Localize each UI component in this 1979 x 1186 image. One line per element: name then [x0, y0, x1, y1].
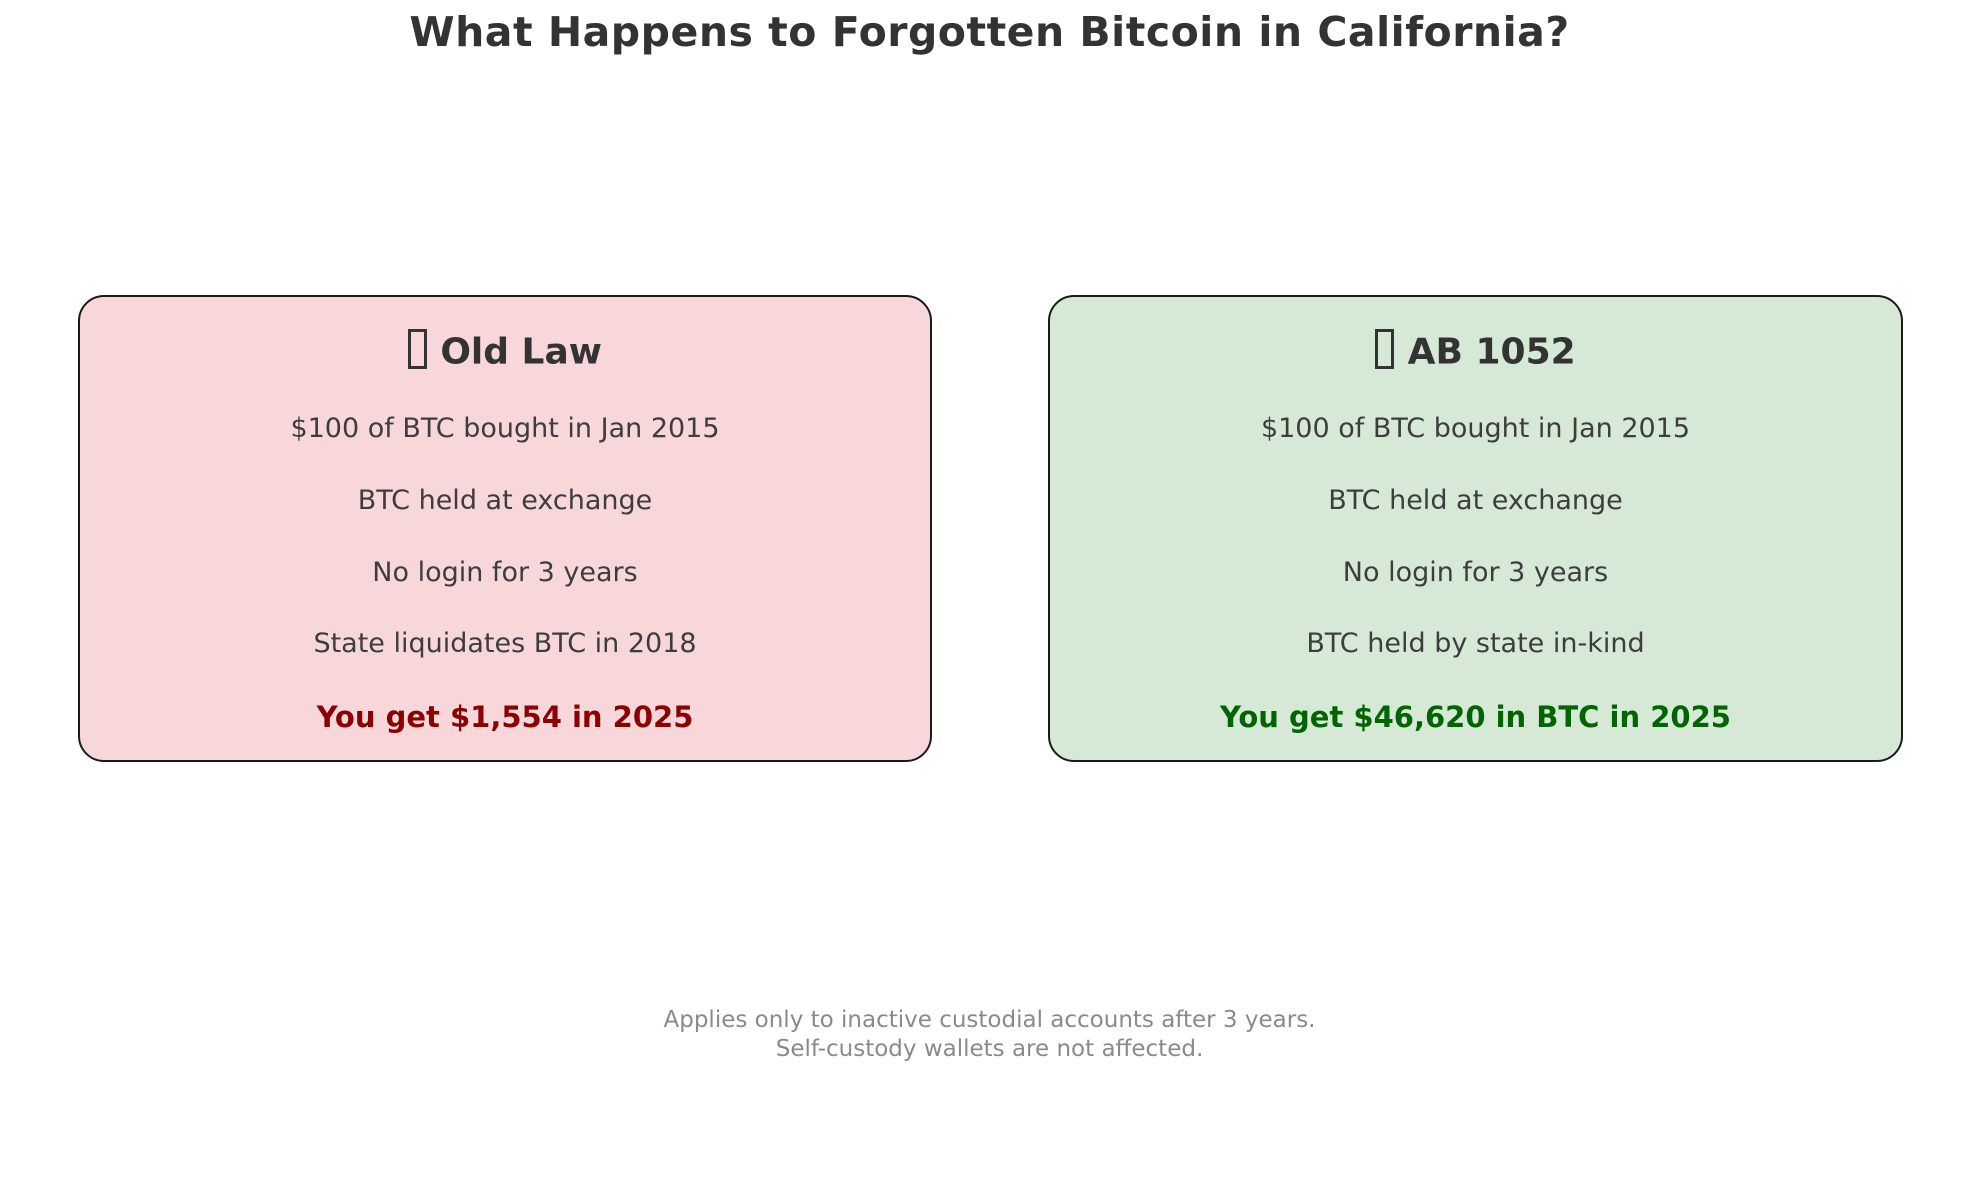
ab-1052-card-title: AB 1052 — [1407, 331, 1576, 373]
ab-1052-card-header: AB 1052 — [1375, 329, 1576, 373]
card-line: BTC held at exchange — [1328, 484, 1623, 516]
footnote-line-2: Self-custody wallets are not affected. — [775, 1036, 1204, 1062]
missing-glyph-icon — [407, 329, 427, 370]
card-line: $100 of BTC bought in Jan 2015 — [290, 413, 720, 445]
card-line: $100 of BTC bought in Jan 2015 — [1260, 413, 1691, 445]
card-line: State liquidates BTC in 2018 — [313, 628, 697, 660]
ab-1052-card: AB 1052 $100 of BTC bought in Jan 2015 B… — [1048, 295, 1903, 762]
ab-1052-result: You get $46,620 in BTC in 2025 — [1220, 700, 1731, 734]
card-line: BTC held by state in-kind — [1306, 628, 1645, 660]
missing-glyph-icon — [1375, 329, 1394, 370]
card-line: No login for 3 years — [372, 556, 638, 588]
page-title: What Happens to Forgotten Bitcoin in Cal… — [409, 8, 1570, 56]
footnote-line-1: Applies only to inactive custodial accou… — [663, 1007, 1316, 1033]
old-law-card-header: Old Law — [407, 329, 603, 373]
card-line: BTC held at exchange — [357, 484, 653, 516]
footnote: Applies only to inactive custodial accou… — [0, 1006, 1979, 1064]
old-law-card-title: Old Law — [440, 331, 603, 373]
card-line: No login for 3 years — [1342, 556, 1609, 588]
old-law-result: You get $1,554 in 2025 — [316, 700, 694, 734]
old-law-card: Old Law $100 of BTC bought in Jan 2015 B… — [78, 295, 932, 762]
